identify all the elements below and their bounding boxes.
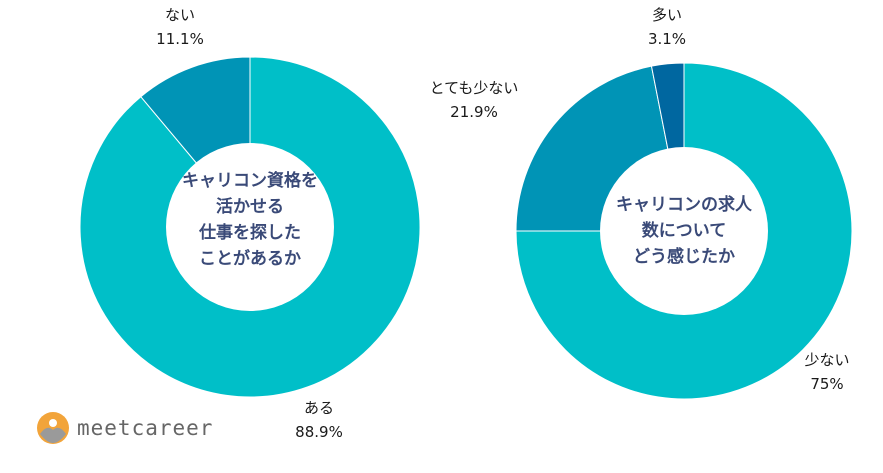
label-aru-name: ある — [304, 399, 334, 417]
center-title-line: 数について — [642, 220, 727, 241]
label-totemo-sukunai-name: とても少ない — [430, 79, 519, 97]
label-totemo-sukunai-value: 21.9% — [450, 103, 498, 121]
center-title-line: キャリコン資格を — [182, 170, 318, 191]
center-title-line: 仕事を探した — [198, 222, 301, 243]
label-sukunai-name: 少ない — [804, 351, 849, 369]
label-aru-value: 88.9% — [295, 423, 343, 441]
donut-slice — [515, 62, 853, 400]
center-title-line: どう感じたか — [633, 246, 735, 267]
label-ooi-value: 3.1% — [648, 30, 686, 48]
meetcareer-logo: meetcareer — [35, 408, 213, 448]
center-title-line: ことがあるか — [199, 248, 301, 269]
brand-name: meetcareer — [77, 416, 214, 440]
center-title-line: 活かせる — [216, 196, 284, 217]
donut-hole — [600, 147, 768, 315]
label-nai-name: ない — [165, 6, 195, 24]
label-nai-value: 11.1% — [156, 30, 204, 48]
donut-hole — [166, 143, 334, 311]
label-sukunai-value: 75% — [810, 375, 843, 393]
meetcareer-logo-icon — [37, 412, 69, 444]
center-title-line: キャリコンの求人 — [616, 194, 753, 215]
label-ooi-name: 多い — [652, 6, 682, 24]
